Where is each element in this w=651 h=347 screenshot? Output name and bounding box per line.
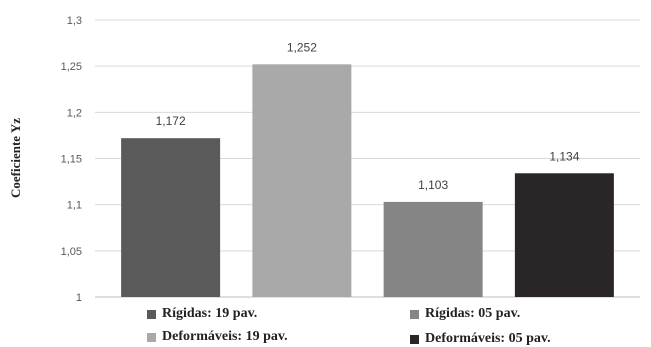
- data-labels: 1,172 1,252 1,103 1,134: [156, 40, 580, 192]
- bar: [121, 138, 221, 297]
- y-tick-label: 1,25: [61, 61, 82, 73]
- y-tick-label: 1,1: [67, 200, 82, 212]
- y-tick-label: 1: [76, 292, 82, 304]
- bars: [121, 64, 614, 297]
- data-label: 1,103: [418, 178, 448, 192]
- data-label: 1,134: [549, 149, 579, 163]
- y-tick-label: 1,15: [61, 154, 82, 166]
- bar: [514, 173, 614, 297]
- y-tick-label: 1,05: [61, 246, 82, 258]
- y-axis-ticks: 1 1,05 1,1 1,15 1,2 1,25 1,3: [61, 15, 82, 304]
- y-tick-label: 1,3: [67, 15, 82, 27]
- data-label: 1,172: [156, 114, 186, 128]
- y-tick-label: 1,2: [67, 107, 82, 119]
- bar: [383, 201, 483, 297]
- data-label: 1,252: [287, 40, 317, 54]
- bar: [252, 64, 352, 297]
- y-axis-label: Coeficiente Yz: [8, 118, 23, 198]
